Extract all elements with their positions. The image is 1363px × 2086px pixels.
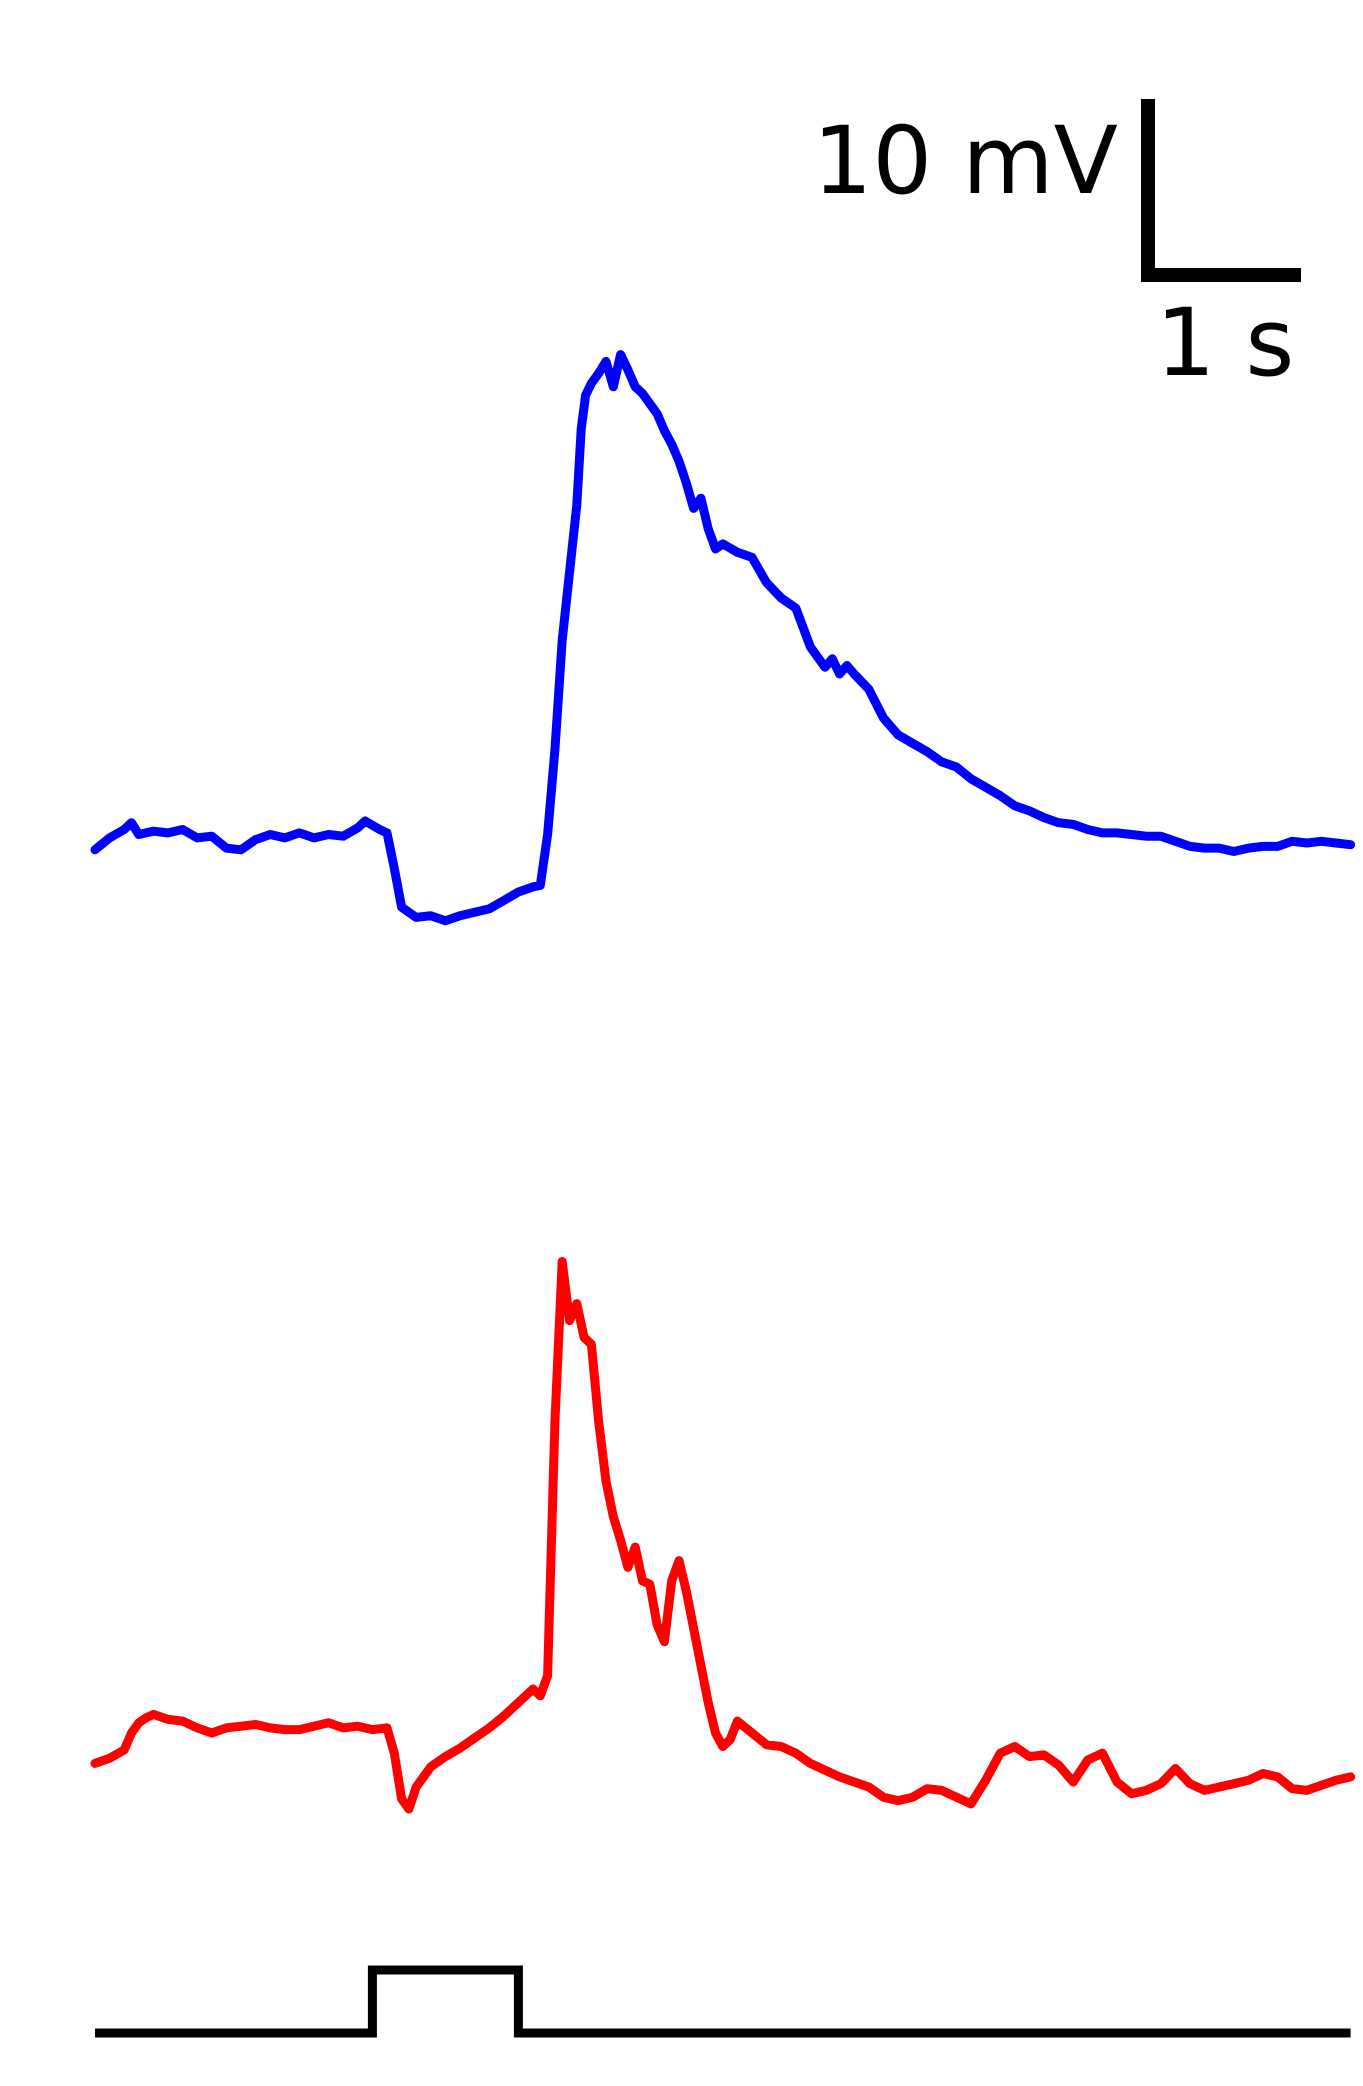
stimulus-trace [95,1965,1351,2038]
scale-bar-y-label: 10 mV [813,107,1118,216]
scale-bar-x-label: 1 s [1156,289,1295,398]
trace-blue [90,350,1356,926]
trace-red [90,1257,1356,1814]
scale-bar: 10 mV 1 s [813,99,1301,398]
